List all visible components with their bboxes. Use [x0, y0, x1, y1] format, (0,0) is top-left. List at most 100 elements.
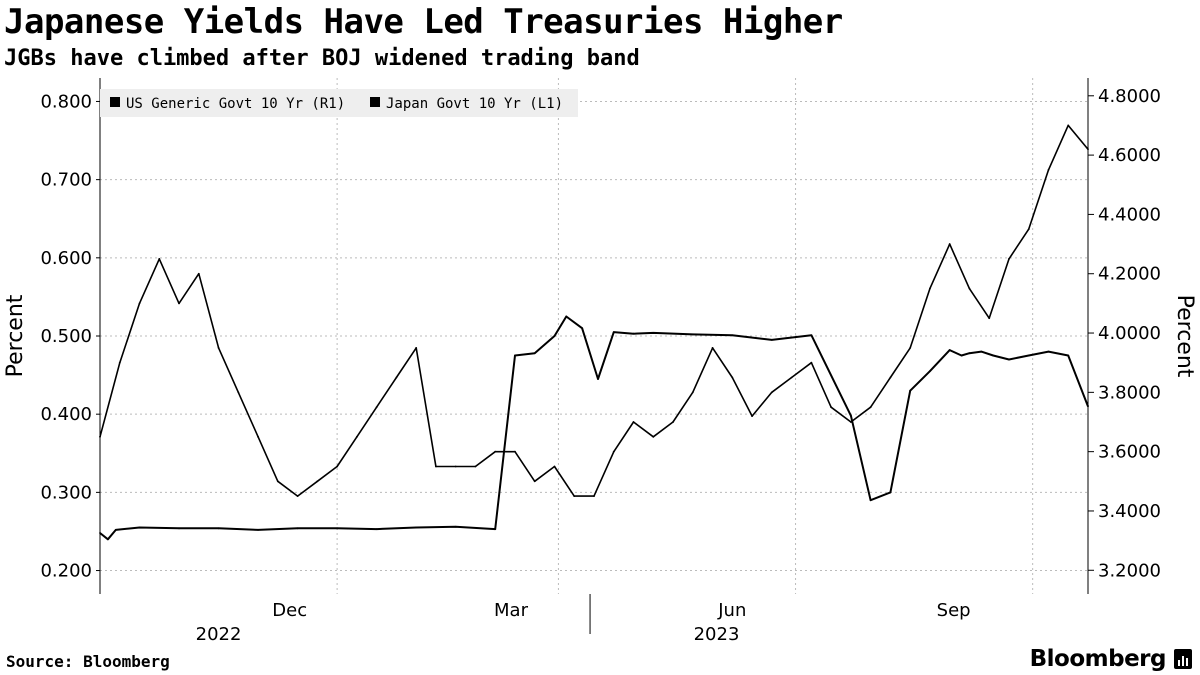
series-line-japan-10y-point-21	[652, 331, 655, 334]
series-line-us-10y-point-8	[257, 435, 259, 438]
series-line-japan-10y-point-22	[691, 333, 694, 336]
left-tick-label-3: 0.500	[40, 326, 92, 347]
series-line-us-10y-point-16	[415, 346, 418, 349]
series-line-us-10y-point-21	[514, 450, 516, 453]
series-line-us-10y-point-23	[553, 465, 556, 468]
series-line-japan-10y-point-35	[992, 354, 995, 357]
right-tick-label-4: 4.0000	[1098, 323, 1161, 344]
series-line-us-10y-point-39	[869, 406, 872, 409]
series-line-japan-10y-point-28	[889, 491, 892, 494]
series-line-us-10y-point-2	[138, 302, 141, 305]
series-line-us-10y-point-44	[968, 287, 971, 290]
right-tick-label-8: 3.2000	[1098, 560, 1161, 581]
series-line-japan-10y-point-7	[296, 527, 299, 530]
series-line-japan-10y-point-16	[565, 315, 568, 318]
series-line-japan-10y-point-24	[770, 339, 773, 341]
series-line-us-10y-point-36	[810, 361, 813, 364]
year-label-2023: 2023	[694, 624, 740, 645]
legend: US Generic Govt 10 Yr (R1) Japan Govt 10…	[100, 89, 578, 117]
series-line-japan-10y-point-36	[1008, 358, 1010, 361]
series-line-us-10y-point-5	[197, 272, 200, 275]
series-line-us-10y-point-25	[593, 495, 595, 498]
bloomberg-terminal-icon	[1174, 649, 1192, 669]
axis-layer: 0.800 0.700 0.600 0.500 0.400 0.300 0.200 4.800…	[3, 78, 1197, 645]
series-line-us-10y-point-35	[790, 376, 793, 379]
left-tick-label-0: 0.800	[40, 91, 92, 112]
series-line-japan-10y-point-20	[632, 332, 635, 335]
legend-label-us: US Generic Govt 10 Yr (R1)	[126, 96, 345, 112]
series-line-japan-10y-point-15	[553, 335, 556, 337]
series-layer	[99, 124, 1089, 541]
right-tick-label-3: 4.2000	[1098, 264, 1161, 285]
series-line-us-10y-point-22	[533, 480, 536, 483]
series-line-japan-10y-point-3	[138, 526, 141, 529]
left-tick-label-4: 0.400	[40, 404, 92, 425]
series-line-us-10y-point-12	[336, 465, 339, 468]
series-line-us-10y-point-32	[731, 376, 734, 379]
grid-layer	[100, 78, 1088, 594]
left-tick-label-5: 0.300	[40, 482, 92, 503]
series-line-us-10y-point-4	[178, 302, 180, 305]
series-line-japan-10y-point-38	[1047, 350, 1050, 353]
legend-label-japan: Japan Govt 10 Yr (L1)	[386, 96, 563, 112]
right-tick-label-0: 4.8000	[1098, 86, 1161, 107]
series-line-japan-10y-point-18	[597, 378, 599, 380]
month-label-mar: Mar	[494, 600, 529, 621]
series-line-us-10y-point-24	[573, 495, 576, 498]
year-label-2022: 2022	[196, 624, 242, 645]
brand-logo: Bloomberg	[1029, 646, 1167, 672]
series-line-us-10y-point-48	[1047, 169, 1050, 171]
series-line-us-10y-point-27	[632, 421, 635, 423]
series-line-japan-10y-point-19	[612, 331, 615, 333]
series-line-us-10y-point-45	[988, 317, 991, 320]
series-line-us-10y-point-34	[770, 391, 773, 394]
series-line-us-10y-point-50	[1087, 148, 1089, 151]
series-line-us-10y	[99, 124, 1089, 497]
left-tick-label-2: 0.600	[40, 248, 92, 269]
series-line-japan-10y-point-29	[909, 389, 912, 392]
series-line-us-10y-point-38	[849, 421, 852, 423]
series-line-us-10y-point-15	[395, 376, 398, 379]
series-line-us-10y-point-18	[454, 465, 457, 468]
month-label-jun: Jun	[717, 600, 746, 621]
left-tick-label-1: 0.700	[40, 170, 92, 191]
series-line-us-10y-point-30	[691, 391, 694, 394]
right-tick-label-5: 3.8000	[1098, 382, 1161, 403]
month-label-sep: Sep	[937, 600, 971, 621]
right-tick-label-6: 3.6000	[1098, 442, 1161, 463]
series-line-japan-10y-point-2	[114, 528, 117, 531]
month-label-dec: Dec	[272, 600, 307, 621]
series-line-us-10y-point-10	[296, 495, 299, 498]
source-note: Source: Bloomberg	[6, 652, 170, 671]
series-line-japan-10y-point-27	[869, 499, 872, 502]
series-line-japan-10y-point-14	[533, 352, 536, 355]
series-line-us-10y-point-14	[375, 406, 378, 409]
series-line-japan-10y	[99, 315, 1089, 541]
series-line-us-10y-point-26	[612, 450, 615, 453]
series-line-us-10y-point-43	[948, 243, 951, 245]
series-line-us-10y-point-13	[355, 435, 358, 438]
series-line-us-10y-point-7	[237, 391, 240, 394]
series-line-us-10y-point-11	[316, 480, 319, 483]
series-line-us-10y-point-49	[1067, 124, 1070, 127]
right-tick-label-1: 4.6000	[1098, 145, 1161, 166]
series-line-japan-10y-point-31	[948, 349, 951, 351]
series-line-us-10y-point-33	[751, 415, 753, 417]
series-line-us-10y-point-19	[474, 465, 477, 468]
series-line-japan-10y-point-23	[731, 334, 734, 337]
series-line-japan-10y-point-17	[581, 327, 584, 330]
series-line-japan-10y-point-32	[960, 354, 963, 357]
chart-subtitle: JGBs have climbed after BOJ widened trad…	[4, 46, 640, 71]
chart-title: Japanese Yields Have Led Treasuries High…	[4, 2, 843, 42]
series-line-japan-10y-point-40	[1087, 405, 1089, 408]
series-line-japan-10y-point-13	[514, 354, 516, 357]
series-line-japan-10y-point-33	[968, 352, 971, 355]
series-line-japan-10y-point-12	[494, 528, 497, 531]
series-line-us-10y-point-46	[1008, 257, 1010, 260]
series-line-japan-10y-point-25	[810, 334, 813, 337]
series-line-japan-10y-point-34	[980, 350, 983, 353]
series-line-japan-10y-point-39	[1067, 354, 1070, 357]
left-tick-label-6: 0.200	[40, 561, 92, 582]
legend-swatch-us	[110, 97, 120, 107]
